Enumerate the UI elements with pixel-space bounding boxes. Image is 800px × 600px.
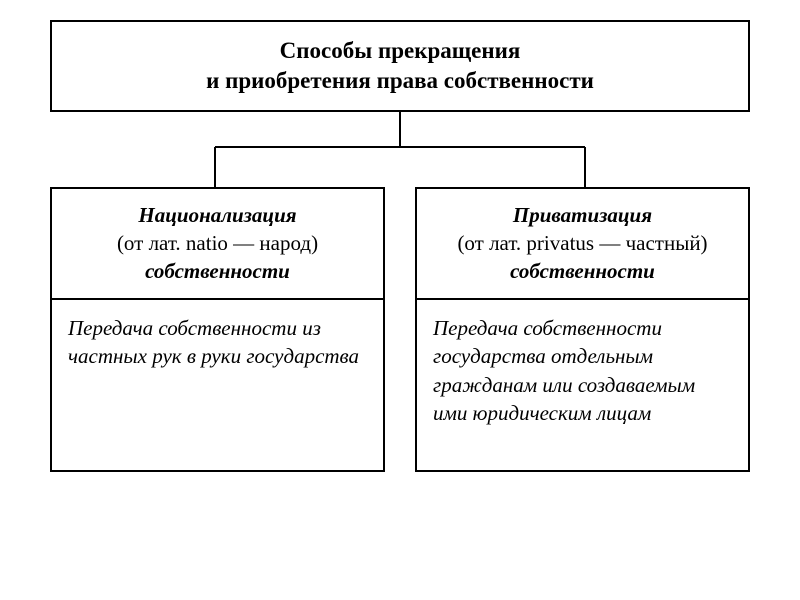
branch-privatization: Приватизация (от лат. privatus — частный… <box>415 187 750 472</box>
subject-privatization: собственности <box>431 257 734 285</box>
root-line1: Способы прекращения <box>72 36 728 66</box>
subject-nationalization: собственности <box>66 257 369 285</box>
term-nationalization: Национализация <box>66 201 369 229</box>
connector-svg <box>50 112 750 187</box>
branch-nationalization: Национализация (от лат. natio — народ) с… <box>50 187 385 472</box>
etymology-privatization: (от лат. privatus — частный) <box>431 229 734 257</box>
root-node: Способы прекращения и приобретения права… <box>50 20 750 112</box>
branch-header-privatization: Приватизация (от лат. privatus — частный… <box>417 189 748 300</box>
connector <box>50 112 750 187</box>
etymology-nationalization: (от лат. natio — народ) <box>66 229 369 257</box>
branches-row: Национализация (от лат. natio — народ) с… <box>50 187 750 472</box>
term-privatization: Приватизация <box>431 201 734 229</box>
definition-privatization: Передача собственности государства отдел… <box>417 300 748 470</box>
root-line2: и приобретения права собственности <box>72 66 728 96</box>
branch-header-nationalization: Национализация (от лат. natio — народ) с… <box>52 189 383 300</box>
definition-nationalization: Передача собственности из частных рук в … <box>52 300 383 470</box>
